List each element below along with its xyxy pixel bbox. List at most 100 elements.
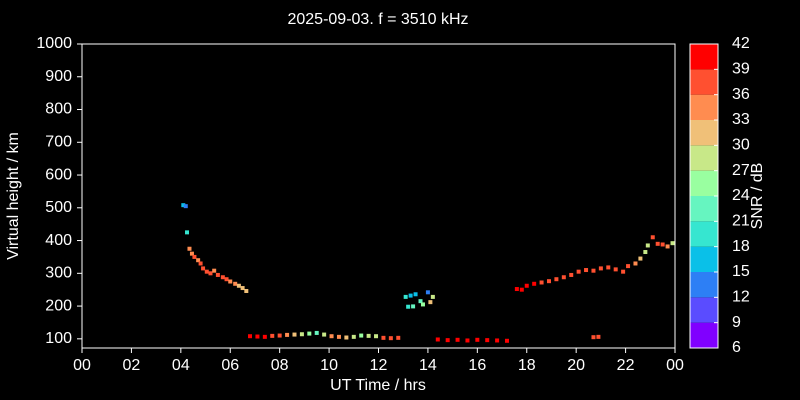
x-tick-label: 08 bbox=[271, 357, 289, 374]
data-point bbox=[329, 334, 334, 339]
data-point bbox=[322, 332, 327, 337]
data-point bbox=[519, 287, 524, 292]
data-point bbox=[233, 281, 238, 286]
data-point bbox=[181, 203, 186, 208]
data-point bbox=[406, 304, 411, 309]
data-point bbox=[420, 302, 425, 307]
data-point bbox=[285, 332, 290, 337]
data-point bbox=[403, 294, 408, 299]
data-point bbox=[418, 299, 423, 304]
colorbar-bin bbox=[690, 120, 718, 146]
data-point bbox=[428, 300, 433, 305]
data-point bbox=[554, 277, 559, 282]
data-point bbox=[430, 294, 435, 299]
data-point bbox=[344, 335, 349, 340]
data-point bbox=[584, 268, 589, 273]
data-point bbox=[606, 265, 611, 270]
data-point bbox=[277, 333, 282, 338]
data-point bbox=[336, 334, 341, 339]
data-point bbox=[408, 293, 413, 298]
y-tick-label: 800 bbox=[45, 101, 72, 118]
colorbar-tick-label: 9 bbox=[732, 314, 741, 331]
y-tick-label: 900 bbox=[45, 68, 72, 85]
y-tick-label: 500 bbox=[45, 199, 72, 216]
x-tick-label: 20 bbox=[567, 357, 585, 374]
data-point bbox=[187, 246, 192, 251]
data-point bbox=[183, 204, 188, 209]
data-point bbox=[670, 241, 675, 246]
data-point bbox=[201, 266, 206, 271]
data-point bbox=[396, 335, 401, 340]
data-point bbox=[189, 251, 194, 256]
data-point bbox=[576, 269, 581, 274]
y-axis-label: Virtual height / km bbox=[5, 132, 22, 260]
x-tick-label: 10 bbox=[320, 357, 338, 374]
data-point bbox=[485, 338, 490, 343]
x-tick-label: 02 bbox=[123, 357, 141, 374]
data-point bbox=[388, 336, 393, 341]
plot-frame bbox=[81, 43, 676, 349]
colorbar-tick-label: 21 bbox=[732, 213, 750, 230]
data-point bbox=[314, 330, 319, 335]
colorbar-tick-label: 24 bbox=[732, 187, 750, 204]
colorbar-bin bbox=[690, 69, 718, 95]
colorbar-tick-label: 33 bbox=[732, 111, 750, 128]
x-tick-label: 06 bbox=[221, 357, 239, 374]
data-point bbox=[445, 338, 450, 343]
data-point bbox=[435, 337, 440, 342]
data-point bbox=[591, 335, 596, 340]
data-point bbox=[495, 338, 500, 343]
data-point bbox=[208, 271, 213, 276]
colorbar-bin bbox=[690, 246, 718, 272]
data-point bbox=[262, 334, 267, 339]
x-tick-label: 04 bbox=[172, 357, 190, 374]
colorbar-bin bbox=[690, 145, 718, 171]
y-tick-label: 700 bbox=[45, 133, 72, 150]
colorbar-bin bbox=[690, 196, 718, 222]
x-tick-label: 18 bbox=[518, 357, 536, 374]
data-point bbox=[455, 337, 460, 342]
data-point bbox=[514, 287, 519, 292]
colorbar-tick-label: 12 bbox=[732, 289, 750, 306]
data-point bbox=[307, 331, 312, 336]
data-point bbox=[413, 292, 418, 297]
data-point bbox=[596, 334, 601, 339]
data-point bbox=[591, 268, 596, 273]
data-point bbox=[255, 334, 260, 339]
data-point bbox=[270, 333, 275, 338]
data-point bbox=[621, 269, 626, 274]
colorbar-tick-label: 18 bbox=[732, 238, 750, 255]
data-point bbox=[613, 267, 618, 272]
data-point bbox=[598, 266, 603, 271]
colorbar-bin bbox=[690, 170, 718, 196]
data-point bbox=[292, 332, 297, 337]
y-tick-label: 300 bbox=[45, 265, 72, 282]
data-point bbox=[633, 261, 638, 266]
data-point bbox=[626, 264, 631, 269]
data-point bbox=[665, 244, 670, 249]
chart-title: 2025-09-03. f = 3510 kHz bbox=[287, 11, 468, 28]
data-point bbox=[240, 286, 245, 291]
data-point bbox=[228, 279, 233, 284]
data-point bbox=[411, 304, 416, 309]
x-tick-label: 22 bbox=[617, 357, 635, 374]
y-tick-label: 400 bbox=[45, 232, 72, 249]
data-point bbox=[569, 272, 574, 277]
x-tick-label: 00 bbox=[666, 357, 684, 374]
y-tick-label: 600 bbox=[45, 166, 72, 183]
data-point bbox=[504, 338, 509, 343]
data-point bbox=[212, 268, 217, 273]
x-axis-label: UT Time / hrs bbox=[330, 377, 426, 394]
data-point bbox=[198, 261, 203, 266]
colorbar-tick-label: 6 bbox=[732, 339, 741, 356]
data-point bbox=[366, 333, 371, 338]
x-tick-label: 00 bbox=[73, 357, 91, 374]
colorbar-label: SNR / dB bbox=[749, 163, 766, 230]
data-point bbox=[215, 272, 220, 277]
x-tick-label: 16 bbox=[468, 357, 486, 374]
colorbar-bin bbox=[690, 221, 718, 247]
data-point bbox=[351, 334, 356, 339]
data-point bbox=[650, 235, 655, 240]
colorbar-tick-label: 36 bbox=[732, 86, 750, 103]
